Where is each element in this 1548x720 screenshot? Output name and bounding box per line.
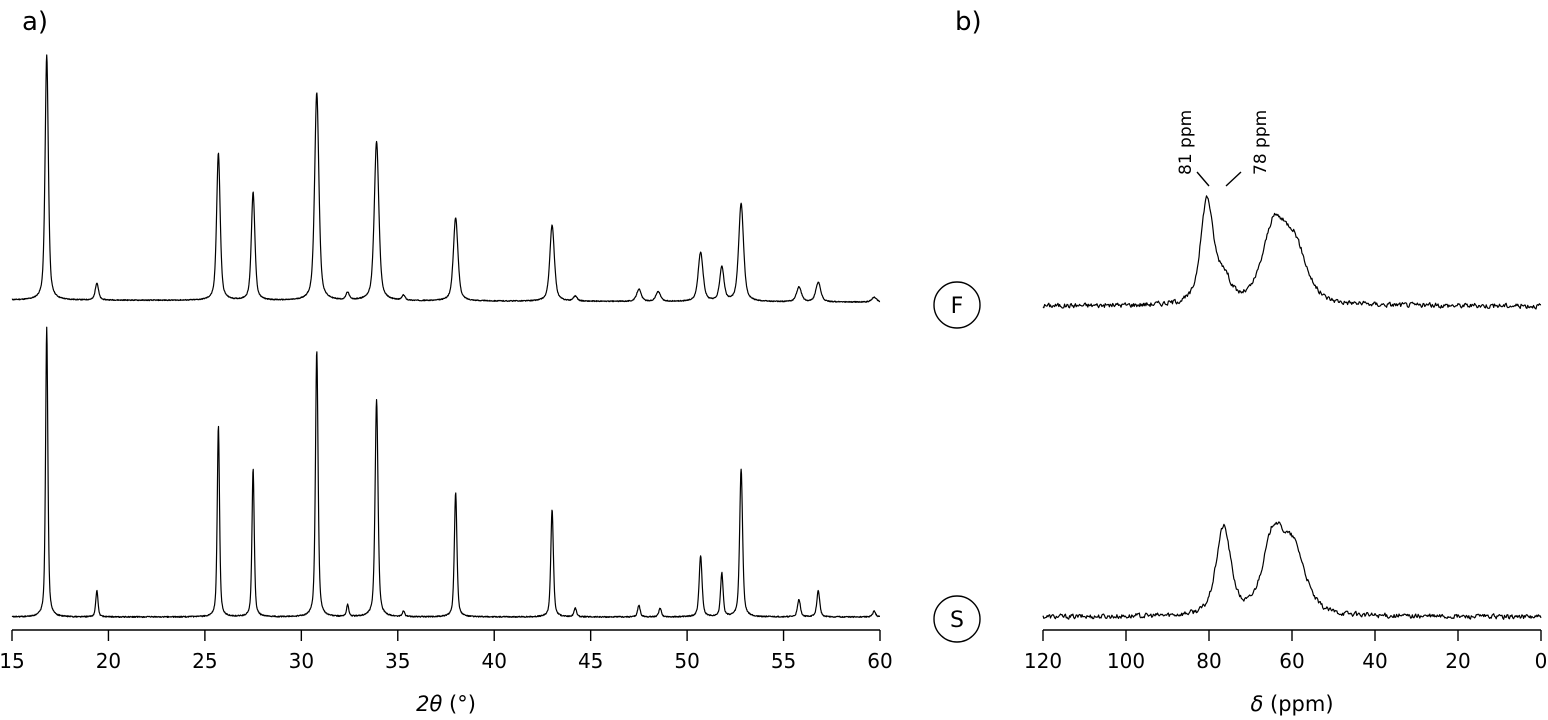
xrd-trace-s [11,326,881,619]
xrd-trace-f [11,54,881,303]
nmr-trace-f [1042,195,1542,310]
sample-badge-f-circle [933,281,981,329]
nmr-tick-label: 120 [1024,649,1062,673]
xrd-x-axis-title: 2θ (°) [416,692,476,716]
sample-badge-f-text: F [951,294,964,319]
sample-badge-s-circle [933,595,981,643]
nmr-tick-label: 80 [1196,649,1221,673]
xrd-panel: 15 20 25 30 35 40 45 50 55 60 2θ (°) [0,54,893,716]
xrd-tick-label: 40 [481,649,506,673]
xrd-ticks: 15 20 25 30 35 40 45 50 55 60 [0,630,893,673]
nmr-tick-label: 60 [1279,649,1304,673]
nmr-x-axis-title: δ (ppm) [1250,692,1333,716]
sample-badge-s: S [933,595,981,643]
nmr-annotation-label: 78 ppm [1251,110,1271,175]
nmr-x-axis-symbol: δ [1250,692,1263,716]
nmr-tick-label: 100 [1107,649,1145,673]
xrd-tick-label: 20 [96,649,121,673]
nmr-annotation-leader [1196,171,1210,187]
panel-a-label: a) [22,7,48,37]
panel-b-label: b) [955,7,982,37]
sample-badge-f: F [933,281,981,329]
nmr-ticks: 120 100 80 60 40 20 0 [1024,630,1547,673]
nmr-annotation-label: 81 ppm [1176,110,1196,175]
nmr-annotation-leader [1225,171,1242,187]
sample-badge-s-text: S [950,608,964,633]
xrd-x-axis-unit: (°) [449,692,476,716]
nmr-tick-label: 0 [1535,649,1548,673]
xrd-tick-label: 50 [674,649,699,673]
nmr-tick-label: 20 [1445,649,1470,673]
xrd-tick-label: 35 [385,649,410,673]
xrd-tick-label: 15 [0,649,25,673]
nmr-panel: 120 100 80 60 40 20 0 81 ppm 78 ppm δ (ppm) [1024,110,1547,716]
xrd-tick-label: 60 [867,649,892,673]
nmr-tick-label: 40 [1362,649,1387,673]
xrd-x-axis-symbol: 2θ [416,692,442,716]
xrd-tick-label: 25 [192,649,217,673]
xrd-tick-label: 55 [771,649,796,673]
xrd-tick-label: 30 [289,649,314,673]
nmr-x-axis-unit: (ppm) [1270,692,1334,716]
nmr-trace-s [1042,521,1542,620]
nmr-annotations: 81 ppm 78 ppm [1176,110,1271,187]
xrd-tick-label: 45 [578,649,603,673]
